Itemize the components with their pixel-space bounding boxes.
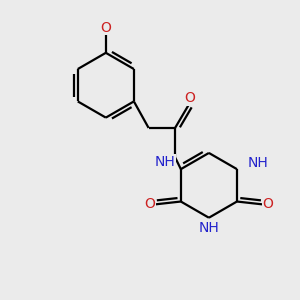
Text: O: O — [184, 92, 195, 106]
Text: NH: NH — [247, 156, 268, 170]
Text: O: O — [145, 197, 155, 212]
Text: NH: NH — [199, 221, 219, 235]
Text: O: O — [262, 197, 273, 212]
Text: O: O — [100, 21, 111, 35]
Text: NH: NH — [154, 155, 175, 169]
